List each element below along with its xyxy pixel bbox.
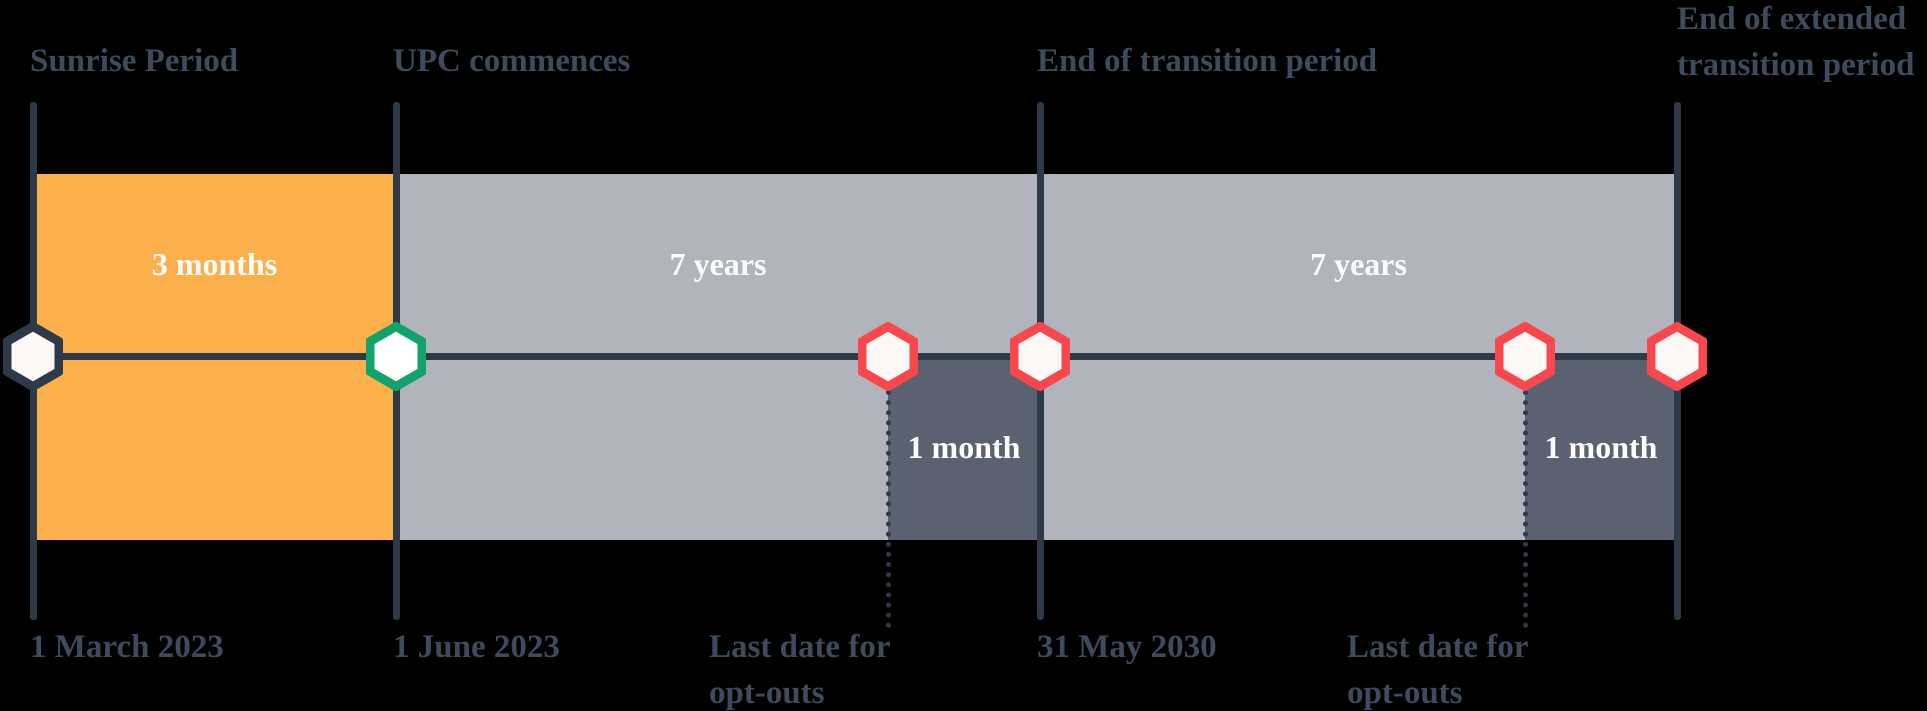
caption-optout-1-line1: Last date for bbox=[709, 629, 891, 665]
caption-last-date-optouts-2: Last date for opt-outs bbox=[1347, 624, 1528, 711]
label-end-of-extended-line1: End of extended bbox=[1677, 1, 1907, 37]
duration-1-month-1: 1 month bbox=[907, 428, 1021, 465]
optout-window-block-1 bbox=[888, 354, 1040, 540]
optout-window-block-2 bbox=[1525, 354, 1677, 540]
caption-last-date-optouts-1: Last date for opt-outs bbox=[709, 624, 890, 711]
label-end-of-extended-line2: transition period bbox=[1677, 47, 1915, 83]
optout-2-hexagon-icon bbox=[1495, 322, 1555, 391]
caption-optout-2-line1: Last date for bbox=[1347, 629, 1529, 665]
caption-optout-1-line2: opt-outs bbox=[709, 675, 825, 711]
dotted-line-optout-2 bbox=[1523, 390, 1528, 628]
label-end-of-transition-period: End of transition period bbox=[1037, 43, 1378, 79]
duration-7-years-2: 7 years bbox=[1310, 245, 1407, 282]
caption-optout-2-line2: opt-outs bbox=[1347, 675, 1463, 711]
duration-7-years-1: 7 years bbox=[669, 245, 767, 282]
end-extended-hexagon-icon bbox=[1647, 322, 1707, 391]
dotted-line-optout-1 bbox=[886, 390, 891, 628]
date-1-june-2023: 1 June 2023 bbox=[393, 629, 560, 665]
date-1-march-2023: 1 March 2023 bbox=[30, 629, 224, 665]
upc-commences-hexagon-icon bbox=[366, 322, 426, 391]
sunrise-start-hexagon-icon bbox=[3, 322, 63, 391]
optout-1-hexagon-icon bbox=[858, 322, 918, 391]
end-transition-hexagon-icon bbox=[1010, 322, 1070, 391]
duration-3-months: 3 months bbox=[151, 245, 278, 282]
label-sunrise-period: Sunrise Period bbox=[30, 43, 239, 79]
label-end-of-extended-transition-period: End of extended transition period bbox=[1677, 0, 1914, 88]
date-31-may-2030: 31 May 2030 bbox=[1037, 629, 1217, 665]
duration-1-month-2: 1 month bbox=[1544, 428, 1658, 465]
timeline-axis bbox=[33, 353, 1677, 360]
label-upc-commences: UPC commences bbox=[393, 43, 631, 79]
